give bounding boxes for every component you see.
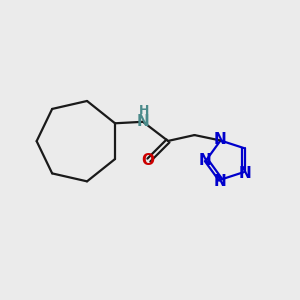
Text: O: O [141, 153, 154, 168]
Text: N: N [214, 174, 226, 189]
Text: N: N [214, 132, 226, 147]
Text: H: H [139, 103, 149, 116]
Text: N: N [238, 166, 251, 181]
Text: N: N [198, 153, 211, 168]
Text: N: N [136, 114, 149, 129]
